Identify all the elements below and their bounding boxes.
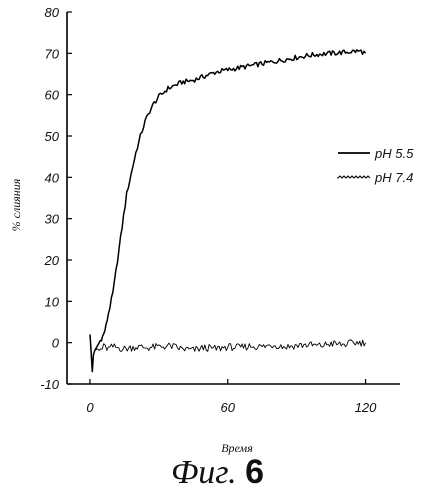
- legend-label-1: pH 5.5: [374, 146, 414, 161]
- legend: pH 5.5 pH 7.4: [338, 146, 414, 185]
- y-tick-label: 70: [45, 46, 60, 61]
- y-tick-label: 50: [45, 129, 60, 144]
- series-line-2: [90, 334, 366, 371]
- y-tick-label: 80: [45, 5, 60, 20]
- y-tick-label: 60: [45, 88, 60, 103]
- y-tick-label: 20: [44, 253, 60, 268]
- y-axis-label: % слияния: [9, 178, 23, 231]
- y-tick-label: -10: [40, 377, 60, 392]
- figure-caption-prefix: Фиг.: [171, 454, 237, 491]
- y-tick-label: 40: [45, 170, 60, 185]
- series-line-1: [90, 50, 366, 372]
- x-tick-label: 120: [355, 400, 377, 415]
- y-tick-label: 10: [45, 294, 60, 309]
- x-tick-label: 60: [221, 400, 236, 415]
- legend-swatch-2: [338, 176, 370, 178]
- series-layer: [90, 50, 366, 372]
- figure-caption-number: 6: [245, 453, 264, 491]
- x-tick-label: 0: [86, 400, 94, 415]
- legend-label-2: pH 7.4: [374, 170, 413, 185]
- y-tick-label: 30: [45, 212, 60, 227]
- figure-caption: Фиг. 6: [0, 452, 435, 493]
- y-tick-label: 0: [52, 336, 60, 351]
